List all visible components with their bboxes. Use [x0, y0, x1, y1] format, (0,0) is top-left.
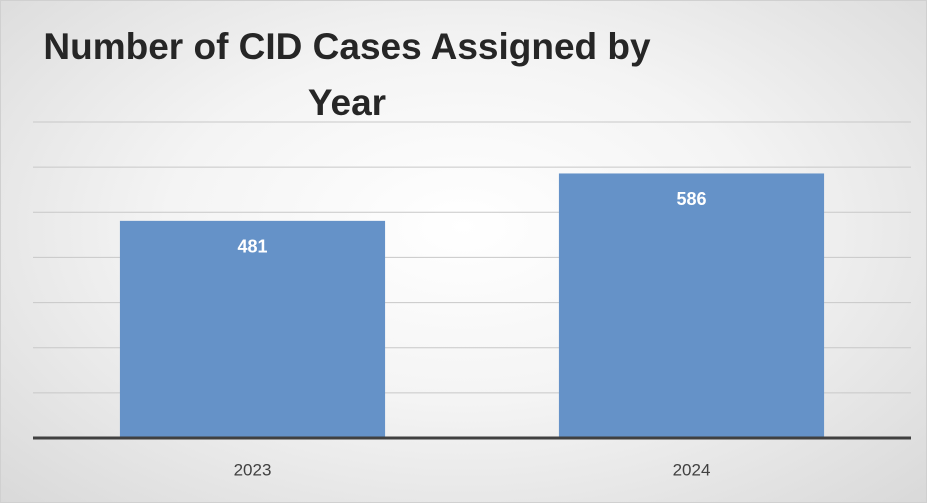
chart-title: Number of CID Cases Assigned by Year: [43, 26, 651, 123]
data-label: 586: [676, 189, 706, 209]
bar: [119, 220, 386, 438]
x-tick-label: 2023: [234, 460, 272, 479]
x-tick-label: 2024: [673, 460, 711, 479]
data-label: 481: [237, 237, 267, 257]
bar: [558, 173, 825, 438]
